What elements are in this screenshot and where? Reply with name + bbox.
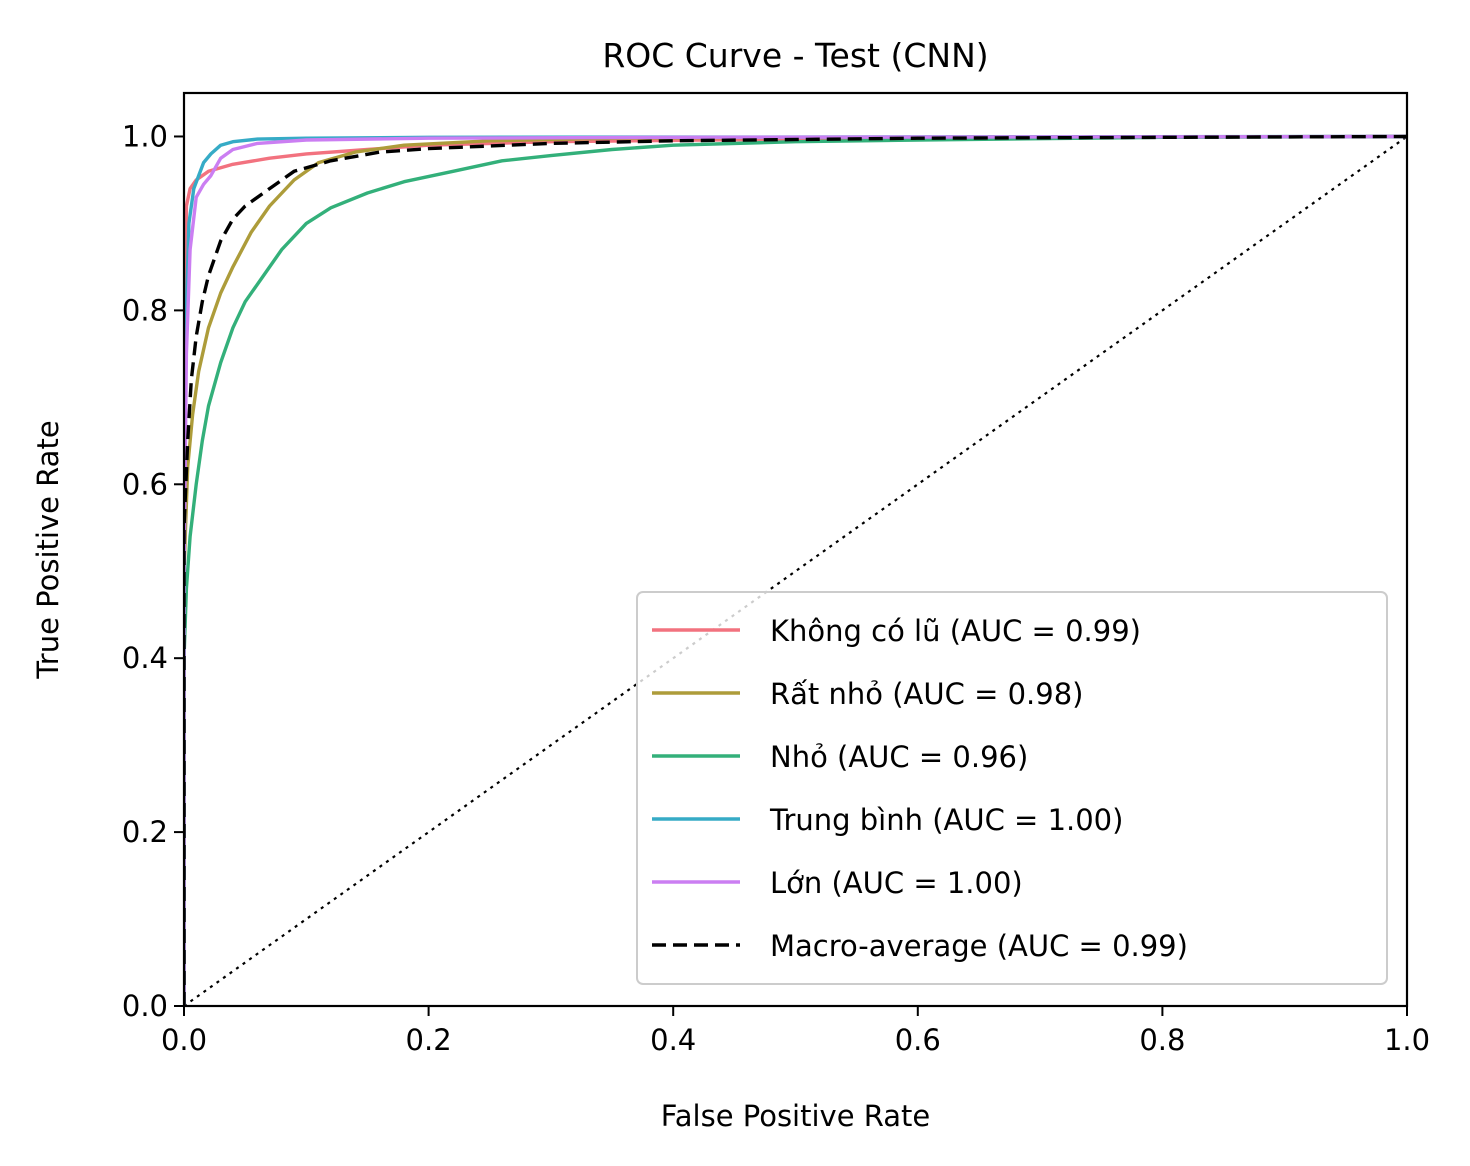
y-tick-label: 0.6 <box>122 467 168 501</box>
y-tick-label: 0.0 <box>122 989 168 1023</box>
series-line-5 <box>184 134 1407 1006</box>
series-line-1 <box>184 134 1407 1006</box>
x-axis-label: False Positive Rate <box>661 1099 931 1133</box>
series-line-2 <box>184 134 1407 1006</box>
chart-title: ROC Curve - Test (CNN) <box>602 36 988 75</box>
x-tick-label: 0.6 <box>895 1023 941 1057</box>
y-axis-ticks: 0.0 0.2 0.4 0.6 0.8 1.0 <box>122 119 184 1023</box>
y-tick-label: 1.0 <box>122 119 168 153</box>
legend: Không có lũ (AUC = 0.99) Rất nhỏ (AUC = 0… <box>636 591 1388 985</box>
x-axis-ticks: 0.0 0.2 0.4 0.6 0.8 1.0 <box>161 1006 1430 1057</box>
legend-label: Rất nhỏ (AUC = 0.98) <box>770 677 1083 711</box>
series-line-4 <box>184 134 1407 1006</box>
plot-frame <box>182 91 1409 1008</box>
legend-label: Không có lũ (AUC = 0.99) <box>770 614 1141 648</box>
y-tick-label: 0.2 <box>122 815 168 849</box>
series-line-6 <box>184 135 1407 1006</box>
x-tick-label: 0.0 <box>161 1023 207 1057</box>
series-layer <box>184 134 1407 1006</box>
legend-label: Macro-average (AUC = 0.99) <box>770 929 1188 963</box>
x-tick-label: 0.8 <box>1139 1023 1185 1057</box>
x-tick-label: 0.2 <box>406 1023 452 1057</box>
legend-label: Trung bình (AUC = 1.00) <box>769 803 1123 837</box>
legend-box <box>636 591 1388 985</box>
legend-label: Lớn (AUC = 1.00) <box>770 866 1023 900</box>
y-tick-label: 0.4 <box>122 641 168 675</box>
x-tick-label: 1.0 <box>1384 1023 1430 1057</box>
x-tick-label: 0.4 <box>650 1023 696 1057</box>
y-tick-label: 0.8 <box>122 293 168 327</box>
y-axis-label: True Positive Rate <box>31 420 65 679</box>
legend-label: Nhỏ (AUC = 0.96) <box>770 740 1028 774</box>
